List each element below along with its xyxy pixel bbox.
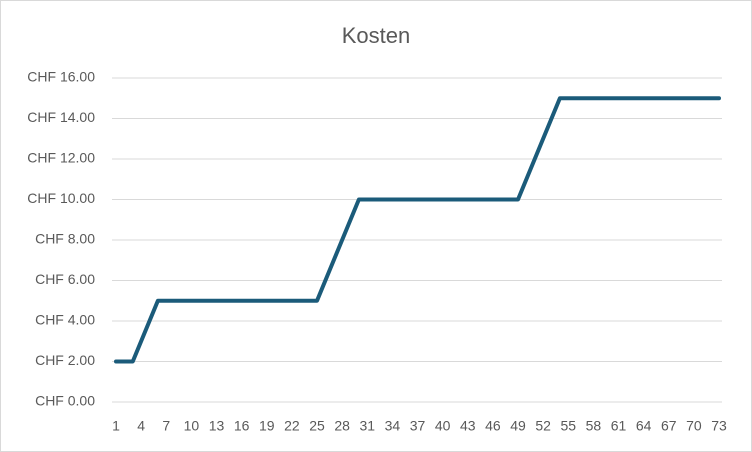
x-tick-label: 58 [586, 418, 602, 434]
x-tick-label: 4 [137, 418, 145, 434]
x-tick-label: 52 [535, 418, 551, 434]
x-tick-label: 10 [184, 418, 200, 434]
y-tick-label: CHF 10.00 [27, 190, 95, 206]
x-tick-label: 67 [661, 418, 677, 434]
x-tick-label: 1 [112, 418, 120, 434]
x-tick-label: 31 [359, 418, 375, 434]
x-tick-label: 43 [460, 418, 476, 434]
x-tick-label: 19 [259, 418, 275, 434]
x-tick-label: 13 [209, 418, 225, 434]
x-tick-label: 73 [711, 418, 727, 434]
y-tick-label: CHF 14.00 [27, 109, 95, 125]
x-tick-label: 40 [435, 418, 451, 434]
x-tick-label: 61 [611, 418, 627, 434]
y-tick-label: CHF 8.00 [35, 231, 95, 247]
x-tick-label: 49 [510, 418, 526, 434]
x-tick-label: 25 [309, 418, 325, 434]
x-tick-label: 70 [686, 418, 702, 434]
x-tick-label: 46 [485, 418, 501, 434]
chart-title: Kosten [342, 23, 411, 48]
y-tick-label: CHF 2.00 [35, 352, 95, 368]
y-tick-label: CHF 4.00 [35, 312, 95, 328]
y-tick-label: CHF 12.00 [27, 150, 95, 166]
x-tick-label: 28 [334, 418, 350, 434]
x-tick-label: 64 [636, 418, 652, 434]
y-tick-label: CHF 6.00 [35, 271, 95, 287]
y-tick-label: CHF 16.00 [27, 69, 95, 85]
line [114, 96, 721, 364]
x-tick-label: 22 [284, 418, 300, 434]
x-tick-label: 34 [385, 418, 401, 434]
x-tick-label: 16 [234, 418, 250, 434]
x-tick-label: 55 [560, 418, 576, 434]
x-tick-label: 7 [162, 418, 170, 434]
x-tick-label: 37 [410, 418, 426, 434]
y-tick-label: CHF 0.00 [35, 393, 95, 409]
